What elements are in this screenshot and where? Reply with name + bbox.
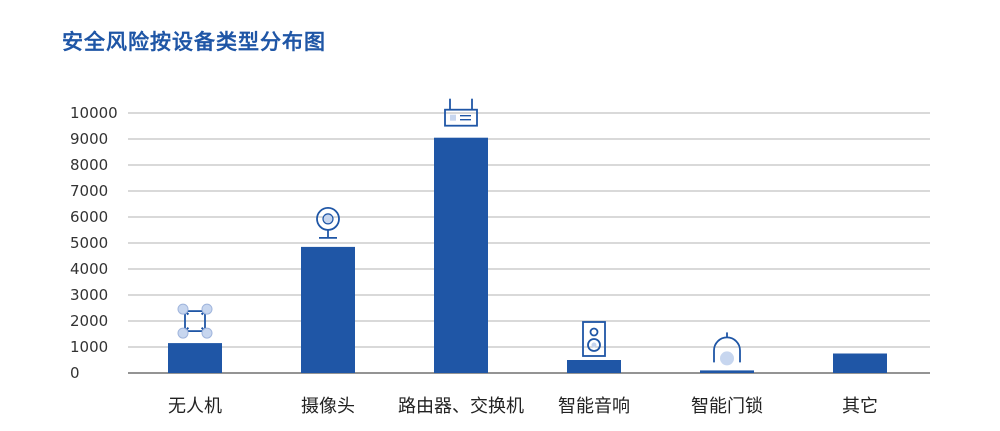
- y-tick-label: 1000: [70, 338, 108, 356]
- device-icons: [177, 98, 741, 366]
- bar: [301, 246, 355, 373]
- y-tick-label: 4000: [70, 260, 108, 278]
- y-tick-label: 7000: [70, 182, 108, 200]
- y-tick-label: 8000: [70, 156, 108, 174]
- y-tick-label: 5000: [70, 234, 108, 252]
- chart-title: 安全风险按设备类型分布图: [62, 30, 326, 54]
- x-category-label: 摄像头: [301, 396, 355, 417]
- x-axis-category-labels: 无人机 摄像头 路由器、交换机 智能音响 智能门锁 其它: [168, 396, 878, 417]
- x-category-label: 无人机: [168, 396, 222, 417]
- y-axis-tick-labels: 0 1000 2000 3000 4000 5000 6000 7000 8000 9000 100…: [70, 104, 118, 382]
- x-category-label: 智能音响: [558, 396, 630, 417]
- y-tick-label: 2000: [70, 312, 108, 330]
- y-tick-label: 0: [70, 364, 80, 382]
- bar: [434, 137, 488, 373]
- bars: [168, 137, 887, 373]
- smart-lock-icon: [713, 332, 741, 366]
- y-tick-label: 3000: [70, 286, 108, 304]
- grid-lines: [128, 112, 930, 374]
- x-category-label: 路由器、交换机: [398, 396, 524, 417]
- bar: [567, 360, 621, 373]
- bar: [833, 353, 887, 373]
- x-category-label: 其它: [842, 396, 878, 417]
- webcam-icon: [316, 206, 340, 239]
- x-category-label: 智能门锁: [691, 396, 763, 417]
- bar: [700, 370, 754, 373]
- drone-icon: [177, 303, 213, 339]
- y-tick-label: 6000: [70, 208, 108, 226]
- bar: [168, 343, 222, 373]
- speaker-icon: [582, 321, 606, 357]
- y-tick-label: 9000: [70, 130, 108, 148]
- router-icon: [444, 98, 478, 127]
- y-tick-label: 10000: [70, 104, 118, 122]
